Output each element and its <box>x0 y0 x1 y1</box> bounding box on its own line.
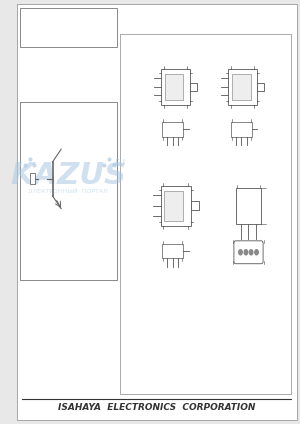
Bar <box>20 8 117 47</box>
Bar <box>165 74 183 100</box>
Text: KAZUS: KAZUS <box>10 162 126 190</box>
Bar <box>162 122 183 137</box>
Bar <box>257 83 264 91</box>
Text: ISAHAYA  ELECTRONICS  CORPORATION: ISAHAYA ELECTRONICS CORPORATION <box>58 403 256 413</box>
Bar <box>161 69 190 105</box>
Bar <box>232 74 250 100</box>
Bar <box>231 122 252 137</box>
Bar <box>236 187 261 224</box>
Bar <box>20 102 117 280</box>
Bar <box>120 34 291 394</box>
Text: ЭЛЕКТРОННЫЙ  ПОРТАЛ: ЭЛЕКТРОННЫЙ ПОРТАЛ <box>28 189 108 194</box>
Bar <box>162 243 183 259</box>
Bar <box>160 186 190 226</box>
Circle shape <box>249 250 253 255</box>
Bar <box>30 173 35 184</box>
Bar <box>190 83 197 91</box>
FancyBboxPatch shape <box>234 241 263 264</box>
Bar <box>190 201 199 210</box>
Circle shape <box>255 250 258 255</box>
Bar <box>229 69 257 105</box>
Text: .ru: .ru <box>112 157 125 167</box>
Circle shape <box>239 250 242 255</box>
Bar <box>164 191 183 220</box>
Circle shape <box>244 250 248 255</box>
